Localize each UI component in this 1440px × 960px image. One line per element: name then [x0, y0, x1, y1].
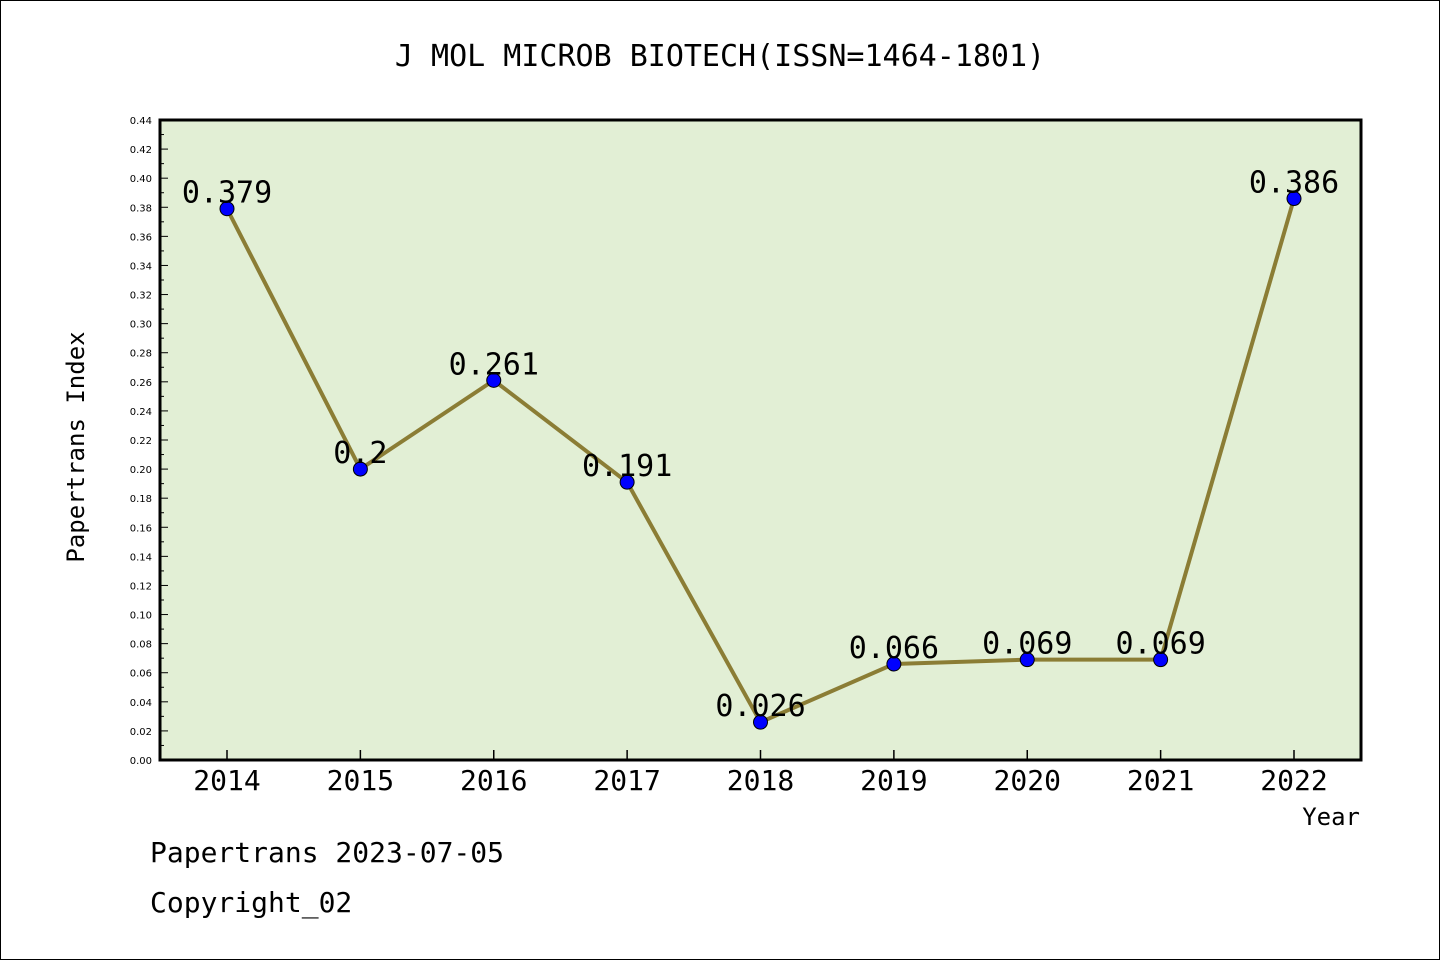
y-tick-label: 0.28 — [130, 349, 152, 360]
data-label: 0.069 — [982, 627, 1072, 662]
x-tick-label: 2015 — [327, 764, 394, 797]
y-tick-label: 0.30 — [130, 320, 152, 331]
data-label: 0.379 — [182, 176, 272, 211]
y-axis-label: Papertrans Index — [62, 331, 90, 562]
data-label: 0.069 — [1115, 627, 1205, 662]
x-tick-label: 2021 — [1127, 764, 1194, 797]
data-label: 0.026 — [715, 689, 805, 724]
x-tick-label: 2017 — [593, 764, 660, 797]
y-tick-label: 0.08 — [130, 640, 152, 651]
y-tick-label: 0.20 — [130, 465, 152, 476]
y-tick-label: 0.40 — [130, 174, 152, 185]
data-point — [1019, 652, 1035, 668]
y-axis: 0.00 0.02 0.04 0.06 0.08 0.10 0.12 0.14 0.16 0.18… — [130, 116, 168, 767]
y-tick-label: 0.22 — [130, 436, 152, 447]
data-point — [1153, 652, 1169, 668]
y-tick-label: 0.10 — [130, 611, 152, 622]
footer-date: Papertrans 2023-07-05 — [150, 836, 505, 869]
y-tick-label: 0.04 — [130, 698, 152, 709]
data-label: 0.261 — [449, 347, 539, 382]
series-line-group: 0.379 0.2 0.261 0.191 0.026 0.066 0.069 0.069 0.… — [182, 166, 1339, 730]
data-point — [1286, 191, 1302, 207]
y-tick-label: 0.16 — [130, 523, 152, 534]
x-tick-label: 2016 — [460, 764, 527, 797]
y-tick-label: 0.24 — [130, 407, 152, 418]
y-tick-label: 0.12 — [130, 581, 152, 592]
y-tick-label: 0.36 — [130, 232, 152, 243]
data-label: 0.2 — [333, 436, 387, 471]
footer-copyright: Copyright_02 — [150, 886, 353, 919]
y-tick-label: 0.00 — [130, 756, 152, 767]
data-point — [886, 656, 902, 672]
y-tick-label: 0.44 — [130, 116, 152, 127]
y-tick-label: 0.14 — [130, 552, 152, 563]
data-point — [486, 372, 502, 388]
x-tick-label: 2020 — [994, 764, 1061, 797]
y-tick-label: 0.18 — [130, 494, 152, 505]
data-point — [753, 714, 768, 730]
x-tick-label: 2014 — [193, 764, 260, 797]
y-tick-label: 0.38 — [130, 203, 152, 214]
y-tick-label: 0.32 — [130, 291, 152, 302]
y-tick-label: 0.34 — [130, 261, 152, 272]
x-axis: 2014 2015 2016 2017 2018 2019 2020 2021 2022 — [193, 750, 1328, 797]
data-label: 0.386 — [1249, 166, 1339, 201]
x-tick-label: 2018 — [727, 764, 794, 797]
x-axis-label: Year — [1302, 803, 1360, 831]
y-tick-label: 0.42 — [130, 145, 152, 156]
data-point — [352, 461, 368, 477]
x-tick-label: 2022 — [1260, 764, 1327, 797]
data-label: 0.191 — [582, 449, 672, 484]
y-tick-label: 0.06 — [130, 669, 152, 680]
data-point — [619, 474, 635, 490]
chart-title: J MOL MICROB BIOTECH(ISSN=1464-1801) — [395, 39, 1045, 74]
data-label: 0.066 — [849, 631, 939, 666]
data-point — [219, 201, 235, 217]
x-tick-label: 2019 — [860, 764, 927, 797]
y-tick-label: 0.26 — [130, 378, 152, 389]
y-tick-label: 0.02 — [130, 727, 152, 738]
